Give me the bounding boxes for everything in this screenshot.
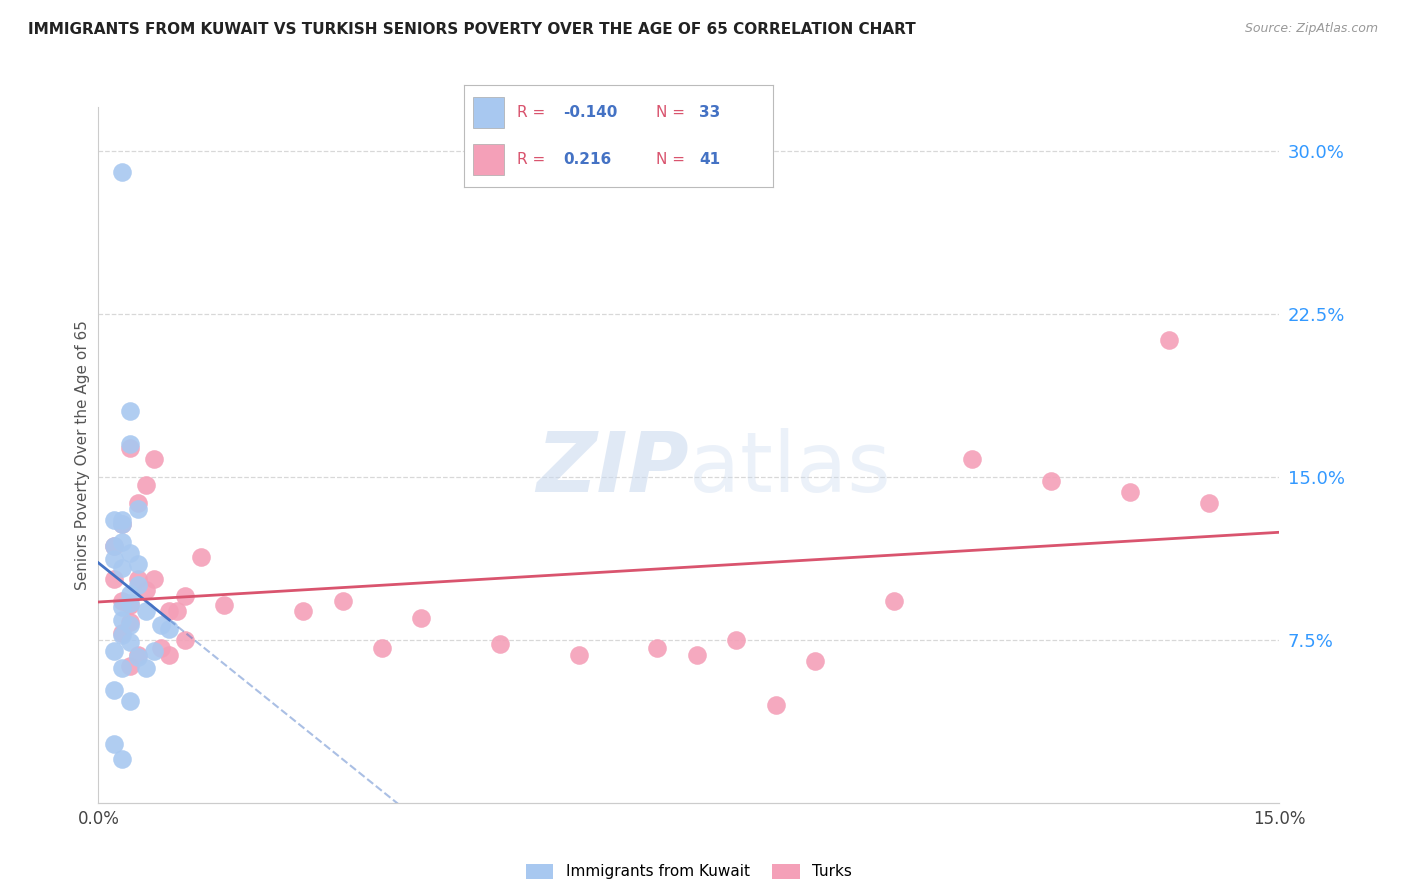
Point (127, 650, 149, 665)
Point (1159, 333, 1181, 347)
Y-axis label: Seniors Poverty Over the Age of 65: Seniors Poverty Over the Age of 65 (75, 320, 90, 590)
Point (157, 648, 180, 662)
Point (411, 611, 433, 625)
Point (118, 615, 141, 630)
Point (157, 622, 180, 636)
Point (214, 598, 236, 612)
Text: -0.140: -0.140 (562, 105, 617, 120)
Point (174, 589, 197, 603)
Point (111, 517, 134, 532)
Point (118, 442, 141, 456)
Point (174, 632, 197, 647)
Point (150, 617, 173, 632)
Point (111, 513, 134, 527)
Point (103, 513, 125, 527)
Point (765, 698, 787, 712)
Point (142, 572, 165, 586)
Point (111, 661, 134, 675)
Point (166, 605, 188, 619)
Point (804, 655, 827, 669)
Text: Source: ZipAtlas.com: Source: ZipAtlas.com (1244, 22, 1378, 36)
Point (111, 165, 134, 179)
Text: atlas: atlas (689, 428, 890, 509)
Point (1040, 474, 1063, 488)
Text: 41: 41 (699, 153, 720, 167)
Point (489, 637, 512, 651)
Point (135, 661, 157, 675)
Point (127, 496, 149, 510)
Point (292, 605, 315, 619)
Point (118, 546, 141, 560)
Point (127, 557, 149, 571)
Point (568, 648, 591, 662)
Point (1198, 496, 1220, 510)
Text: 33: 33 (699, 105, 720, 120)
Point (135, 582, 157, 597)
Point (103, 643, 125, 657)
Point (118, 617, 141, 632)
Text: R =: R = (516, 153, 544, 167)
Point (127, 648, 149, 662)
Bar (474, 97, 505, 128)
Point (111, 561, 134, 575)
Point (883, 593, 905, 607)
Point (111, 517, 134, 532)
Point (103, 539, 125, 553)
Point (127, 578, 149, 592)
Point (118, 587, 141, 601)
Point (103, 552, 125, 566)
Point (103, 572, 125, 586)
Point (127, 572, 149, 586)
Point (118, 598, 141, 612)
Point (118, 596, 141, 610)
Bar (474, 145, 505, 175)
Text: ZIP: ZIP (536, 428, 689, 509)
Point (111, 628, 134, 642)
Point (190, 550, 212, 565)
Text: N =: N = (655, 153, 685, 167)
Point (332, 593, 354, 607)
Point (111, 613, 134, 627)
Point (111, 600, 134, 615)
Point (962, 452, 984, 467)
Point (111, 626, 134, 640)
Point (118, 404, 141, 418)
Point (135, 605, 157, 619)
Point (150, 641, 173, 656)
Text: R =: R = (516, 105, 544, 120)
Point (686, 648, 709, 662)
Point (103, 737, 125, 751)
Point (111, 752, 134, 766)
Point (118, 437, 141, 451)
Point (103, 682, 125, 697)
Point (118, 658, 141, 673)
Text: 0.216: 0.216 (562, 153, 612, 167)
Point (647, 641, 669, 656)
Point (142, 643, 165, 657)
Point (157, 605, 180, 619)
Point (725, 632, 748, 647)
Point (127, 502, 149, 516)
Point (103, 539, 125, 553)
Legend: Immigrants from Kuwait, Turks: Immigrants from Kuwait, Turks (520, 857, 858, 886)
Point (371, 641, 394, 656)
Point (1119, 484, 1142, 499)
Point (118, 693, 141, 707)
Text: IMMIGRANTS FROM KUWAIT VS TURKISH SENIORS POVERTY OVER THE AGE OF 65 CORRELATION: IMMIGRANTS FROM KUWAIT VS TURKISH SENIOR… (28, 22, 915, 37)
Point (118, 635, 141, 649)
Point (111, 535, 134, 549)
Point (111, 593, 134, 607)
Point (142, 452, 165, 467)
Text: N =: N = (655, 105, 685, 120)
Point (135, 478, 157, 492)
